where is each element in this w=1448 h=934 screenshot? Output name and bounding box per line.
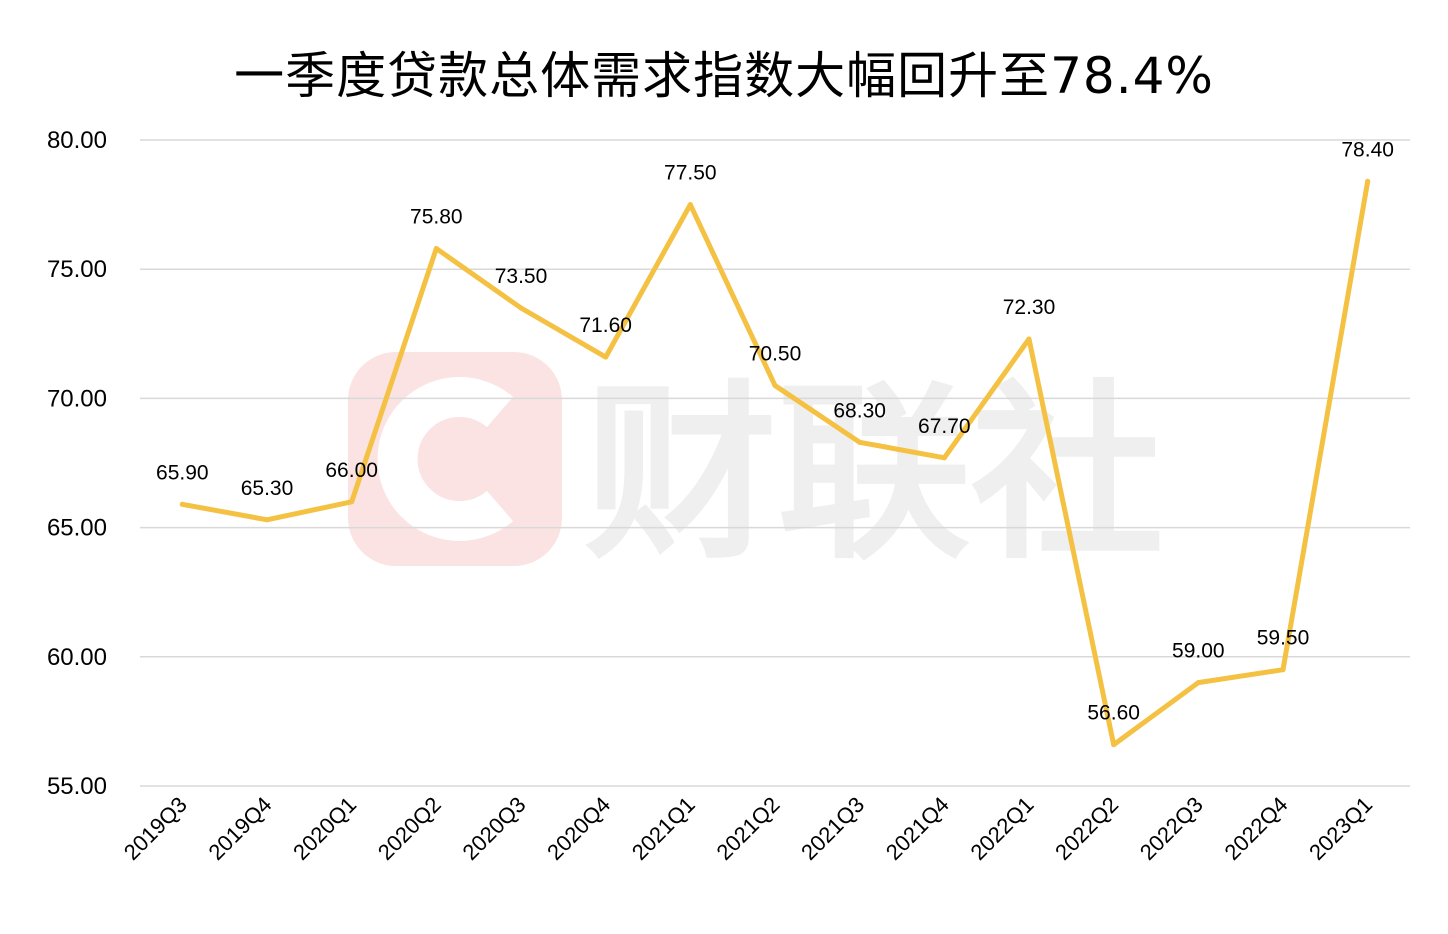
x-tick-label: 2022Q2 xyxy=(1050,792,1123,865)
data-point xyxy=(941,455,947,461)
chart-title: 一季度贷款总体需求指数大幅回升至78.4% xyxy=(234,47,1214,105)
x-tick-label: 2021Q1 xyxy=(627,792,700,865)
data-point xyxy=(857,439,863,445)
y-tick-label: 65.00 xyxy=(47,515,107,542)
data-label: 78.40 xyxy=(1341,138,1394,161)
data-label: 59.00 xyxy=(1172,640,1225,663)
x-tick-label: 2020Q1 xyxy=(288,792,361,865)
y-tick-label: 80.00 xyxy=(47,127,107,154)
data-point xyxy=(179,501,185,507)
data-label: 65.30 xyxy=(241,477,294,500)
y-axis: 55.00 60.00 65.00 70.00 75.00 80.00 xyxy=(47,127,107,800)
x-tick-label: 2019Q4 xyxy=(203,792,276,865)
data-label: 73.50 xyxy=(495,265,548,288)
x-tick-label: 2020Q4 xyxy=(542,792,615,865)
data-point xyxy=(1111,742,1117,748)
data-label: 56.60 xyxy=(1087,702,1140,725)
x-tick-label: 2023Q1 xyxy=(1304,792,1377,865)
y-tick-label: 75.00 xyxy=(47,256,107,283)
x-tick-label: 2020Q2 xyxy=(373,792,446,865)
data-label: 72.30 xyxy=(1003,296,1056,319)
watermark-text: 财联社 xyxy=(584,364,1164,585)
data-label: 67.70 xyxy=(918,415,971,438)
x-tick-label: 2021Q3 xyxy=(796,792,869,865)
x-tick-label: 2021Q2 xyxy=(711,792,784,865)
x-tick-label: 2022Q4 xyxy=(1219,792,1292,865)
data-label: 77.50 xyxy=(664,162,717,185)
data-label: 75.80 xyxy=(410,206,463,229)
data-label: 65.90 xyxy=(156,461,209,484)
x-axis: 2019Q3 2019Q4 2020Q1 2020Q2 2020Q3 2020Q4 2021… xyxy=(119,792,1377,865)
x-tick-label: 2022Q3 xyxy=(1135,792,1208,865)
y-tick-label: 55.00 xyxy=(47,773,107,800)
x-tick-label: 2022Q1 xyxy=(965,792,1038,865)
data-point xyxy=(518,305,524,311)
data-point xyxy=(264,517,270,523)
x-tick-label: 2019Q3 xyxy=(119,792,192,865)
data-labels: 65.90 65.30 66.00 75.80 73.50 71.60 77.50 70.50… xyxy=(156,138,1394,724)
data-point xyxy=(349,499,355,505)
data-point xyxy=(1280,667,1286,673)
x-tick-label: 2021Q4 xyxy=(881,792,954,865)
data-point xyxy=(1195,680,1201,686)
y-tick-label: 60.00 xyxy=(47,644,107,671)
gridlines xyxy=(140,139,1410,787)
data-label: 68.30 xyxy=(833,399,886,422)
data-point xyxy=(1365,178,1371,184)
x-tick-label: 2020Q3 xyxy=(457,792,530,865)
data-label: 70.50 xyxy=(749,342,802,365)
data-point xyxy=(433,246,439,252)
watermark: 财联社 xyxy=(348,352,1164,585)
data-point xyxy=(1026,336,1032,342)
data-label: 59.50 xyxy=(1257,627,1310,650)
data-label: 66.00 xyxy=(325,459,378,482)
data-point xyxy=(687,202,693,208)
watermark-logo-c xyxy=(377,377,514,541)
data-label: 71.60 xyxy=(579,314,632,337)
data-point xyxy=(603,354,609,360)
y-tick-label: 70.00 xyxy=(47,385,107,412)
data-point xyxy=(772,382,778,388)
series-layer xyxy=(179,178,1371,748)
